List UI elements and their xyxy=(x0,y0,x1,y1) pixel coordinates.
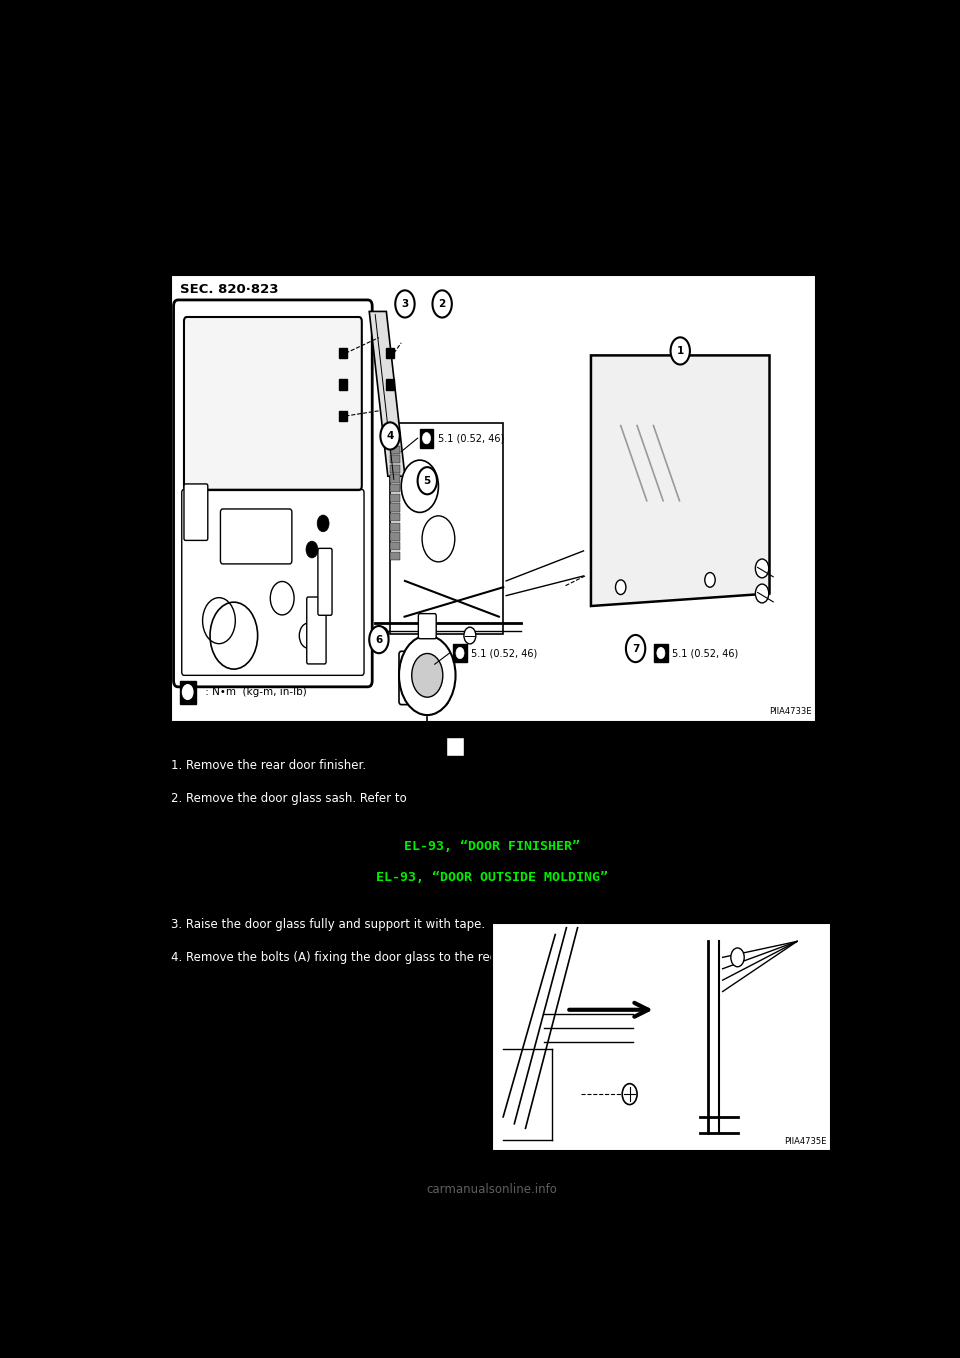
Circle shape xyxy=(376,627,389,644)
FancyBboxPatch shape xyxy=(492,923,830,1152)
Circle shape xyxy=(756,584,769,603)
Circle shape xyxy=(705,573,715,587)
Circle shape xyxy=(622,1084,637,1104)
Polygon shape xyxy=(370,311,405,477)
Polygon shape xyxy=(591,356,770,606)
Bar xyxy=(386,348,394,359)
Circle shape xyxy=(401,460,439,512)
Circle shape xyxy=(422,516,455,562)
Text: 5.1 (0.52, 46): 5.1 (0.52, 46) xyxy=(672,648,738,659)
Circle shape xyxy=(456,648,464,659)
Bar xyxy=(390,474,400,482)
Circle shape xyxy=(380,422,399,449)
Text: 1: 1 xyxy=(677,346,684,356)
Text: 5.1 (0.52, 46): 5.1 (0.52, 46) xyxy=(438,433,504,443)
FancyBboxPatch shape xyxy=(445,737,465,756)
Text: carmanualsonline.info: carmanualsonline.info xyxy=(426,1183,558,1196)
Circle shape xyxy=(422,433,430,444)
Circle shape xyxy=(182,684,193,699)
Circle shape xyxy=(432,291,452,318)
Text: 3. Raise the door glass fully and support it with tape.: 3. Raise the door glass fully and suppor… xyxy=(171,918,485,932)
FancyBboxPatch shape xyxy=(654,644,667,663)
Text: 4: 4 xyxy=(386,430,394,441)
Circle shape xyxy=(464,627,476,644)
Text: : N•m  (kg-m, in-lb): : N•m (kg-m, in-lb) xyxy=(202,687,306,697)
Bar xyxy=(390,464,400,473)
Text: 5.1 (0.52, 46): 5.1 (0.52, 46) xyxy=(471,648,538,659)
Text: 6: 6 xyxy=(375,634,382,645)
Text: 3: 3 xyxy=(401,299,409,308)
Circle shape xyxy=(418,467,437,494)
Bar xyxy=(390,532,400,540)
Circle shape xyxy=(370,626,389,653)
Circle shape xyxy=(756,559,769,579)
Circle shape xyxy=(317,515,329,532)
Text: 7: 7 xyxy=(632,644,639,653)
Bar xyxy=(340,410,347,421)
Bar xyxy=(340,348,347,359)
Text: 1. Remove the rear door finisher.: 1. Remove the rear door finisher. xyxy=(171,759,366,771)
Bar xyxy=(390,542,400,550)
FancyBboxPatch shape xyxy=(171,274,816,722)
FancyBboxPatch shape xyxy=(318,549,332,615)
FancyBboxPatch shape xyxy=(184,316,362,490)
FancyBboxPatch shape xyxy=(453,644,467,663)
Bar xyxy=(340,379,347,390)
Text: PIIA4735E: PIIA4735E xyxy=(784,1137,827,1146)
FancyBboxPatch shape xyxy=(180,680,196,703)
Bar xyxy=(390,494,400,502)
Circle shape xyxy=(657,648,665,659)
Bar xyxy=(390,485,400,493)
FancyBboxPatch shape xyxy=(390,424,503,633)
Circle shape xyxy=(670,337,690,364)
FancyBboxPatch shape xyxy=(420,429,433,448)
Bar xyxy=(390,504,400,512)
Circle shape xyxy=(626,636,645,663)
FancyBboxPatch shape xyxy=(419,614,436,638)
Text: SEC. 820·823: SEC. 820·823 xyxy=(180,284,278,296)
Bar xyxy=(390,551,400,559)
Text: 4. Remove the bolts (A) fixing the door glass to the regulator, then remove the : 4. Remove the bolts (A) fixing the door … xyxy=(171,952,707,964)
Text: 5: 5 xyxy=(423,475,431,486)
Circle shape xyxy=(399,636,456,716)
Text: EL-93, “DOOR FINISHER”: EL-93, “DOOR FINISHER” xyxy=(404,839,580,853)
Bar xyxy=(390,523,400,531)
Text: 2. Remove the door glass sash. Refer to: 2. Remove the door glass sash. Refer to xyxy=(171,793,406,805)
FancyBboxPatch shape xyxy=(184,483,207,540)
Bar xyxy=(386,379,394,390)
Text: EL-93, “DOOR OUTSIDE MOLDING”: EL-93, “DOOR OUTSIDE MOLDING” xyxy=(376,870,608,884)
Text: PIIA4733E: PIIA4733E xyxy=(769,708,812,716)
Circle shape xyxy=(412,653,443,697)
Circle shape xyxy=(396,291,415,318)
FancyBboxPatch shape xyxy=(221,509,292,564)
FancyBboxPatch shape xyxy=(307,598,326,664)
Bar xyxy=(390,455,400,463)
Bar xyxy=(390,445,400,454)
FancyBboxPatch shape xyxy=(174,300,372,687)
FancyBboxPatch shape xyxy=(399,652,448,705)
Circle shape xyxy=(615,580,626,595)
Circle shape xyxy=(306,542,318,558)
Circle shape xyxy=(731,948,744,967)
Bar xyxy=(390,513,400,521)
Text: 2: 2 xyxy=(439,299,445,308)
